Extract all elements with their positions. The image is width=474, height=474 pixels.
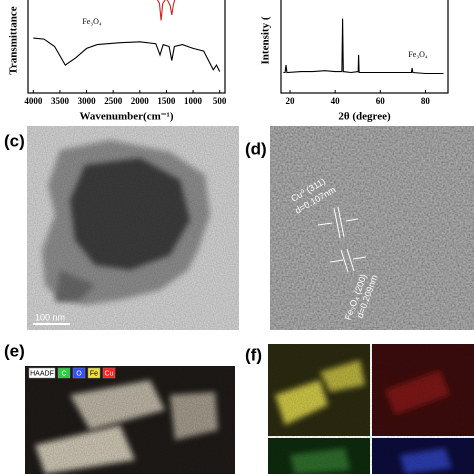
x-tick-label: 40 [331, 96, 341, 106]
legend-label: O [76, 370, 82, 377]
image-grain [25, 366, 235, 474]
legend-swatch [28, 367, 56, 379]
x-tick-label: 20 [286, 96, 296, 106]
scale-bar-label: 100 nm [35, 312, 65, 322]
legend-label: Fe [90, 370, 98, 377]
legend-swatch [57, 367, 71, 379]
fringe-marker [337, 206, 345, 238]
annotation: Fe₃O₄ [408, 50, 428, 59]
x-tick-label: 1000 [184, 96, 203, 106]
tem-image: 100 nm [27, 126, 239, 330]
panel-label: (e) [4, 341, 25, 360]
element-maps [268, 344, 474, 474]
spectrum-line [157, 0, 176, 21]
charts: 4000 3500 3000 2500 2000 1500 1000 500 Wavenumbe… [8, 0, 444, 123]
legend-swatch [102, 367, 116, 379]
panel-label: (f) [245, 345, 262, 364]
x-tick-label: 2000 [131, 96, 150, 106]
x-tick-label: 2500 [104, 96, 123, 106]
fringe-marker [333, 207, 341, 239]
x-axis-label: Wavenumber(cm⁻¹) [79, 111, 173, 123]
image-tone [270, 126, 474, 330]
panel-label: (d) [245, 139, 267, 158]
arrow [345, 218, 359, 222]
arrow [352, 256, 367, 260]
image-grain [27, 126, 239, 330]
lattice-image [270, 126, 474, 330]
arrow [317, 222, 333, 226]
map-legend: HAADF C O Fe Cu [28, 367, 116, 379]
fringe-marker [340, 249, 349, 273]
legend-label: Cu [105, 370, 114, 377]
plot-frame [27, 0, 226, 94]
image-grain [268, 344, 474, 474]
fringe-marker [346, 248, 355, 272]
x-axis-label: 2θ (degree) [338, 111, 391, 123]
hrtem-image: Cu⁰ (311) d=0.107nm Fe₃O₄ (200) d=0.209n… [270, 126, 474, 330]
x-tick-label: 3000 [78, 96, 97, 106]
legend-swatch [72, 367, 86, 379]
legend-label: HAADF [30, 370, 54, 377]
x-tick-label: 3500 [51, 96, 70, 106]
legend-swatch [87, 367, 101, 379]
plot-frame [280, 0, 449, 94]
x-tick-label: 500 [213, 96, 227, 106]
eds-image: HAADF C O Fe Cu [25, 366, 235, 474]
y-axis-label: Transmittance [8, 6, 20, 74]
x-tick-label: 60 [376, 96, 386, 106]
x-tick-label: 4000 [24, 96, 43, 106]
panel-label: (c) [4, 131, 25, 150]
legend-label: C [61, 370, 66, 377]
y-axis-label: Intensity ( [260, 16, 272, 64]
annotation: Fe₃O₄ [82, 17, 102, 26]
spectrum-line [33, 37, 221, 72]
x-tick-label: 1500 [157, 96, 176, 106]
spectrum-line [283, 18, 444, 75]
x-tick-label: 80 [421, 96, 431, 106]
arrow [329, 259, 344, 263]
